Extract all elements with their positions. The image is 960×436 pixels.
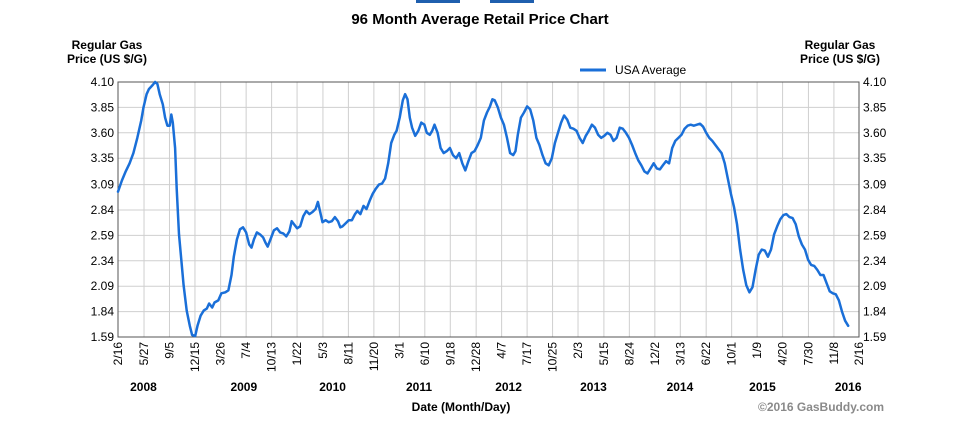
- year-label: 2012: [495, 380, 522, 394]
- x-tick-label: 5/27: [137, 342, 151, 366]
- x-tick-label: 8/11: [341, 342, 355, 365]
- y-tick-label-left: 1.59: [91, 330, 115, 344]
- year-label: 2014: [667, 380, 694, 394]
- x-axis-title: Date (Month/Day): [412, 400, 511, 414]
- y-tick-label-left: 2.34: [91, 254, 115, 268]
- y-tick-label-left: 3.85: [91, 100, 115, 114]
- x-tick-label: 8/24: [622, 342, 636, 366]
- x-tick-label: 2/16: [111, 342, 125, 366]
- x-tick-label: 4/7: [495, 342, 509, 359]
- x-tick-label: 2/16: [852, 342, 866, 366]
- x-tick-label: 5/3: [316, 342, 330, 359]
- x-tick-label: 4/20: [776, 342, 790, 366]
- y-tick-label-right: 4.10: [863, 75, 887, 89]
- y-tick-label-right: 3.09: [863, 178, 887, 192]
- tab-marker-right[interactable]: [490, 0, 534, 3]
- x-tick-label: 2/3: [571, 342, 585, 359]
- x-tick-label: 1/9: [750, 342, 764, 359]
- y-tick-label-left: 2.59: [91, 228, 115, 242]
- x-tick-label: 6/22: [699, 342, 713, 366]
- x-ticks: 2/16 5/27 9/5 12/15 3/26 7/4 10/13 1/22 5/3 8/11 1…: [111, 342, 866, 372]
- y-tick-label-left: 3.35: [91, 151, 115, 165]
- year-label: 2009: [230, 380, 257, 394]
- y-tick-label-left: 4.10: [91, 75, 115, 89]
- plot-frame: [117, 81, 860, 338]
- y-tick-label-right: 1.84: [863, 305, 887, 319]
- x-tick-label: 11/20: [367, 342, 381, 371]
- year-label: 2013: [580, 380, 607, 394]
- y-tick-label-right: 1.59: [863, 330, 887, 344]
- y-axis-title-right: Regular Gas Price (US $/G): [785, 38, 895, 66]
- copyright-notice[interactable]: ©2016 GasBuddy.com: [758, 400, 884, 414]
- x-tick-label: 7/30: [801, 342, 815, 366]
- y-tick-label-right: 2.34: [863, 254, 887, 268]
- x-tick-label: 3/1: [392, 342, 406, 359]
- y-axis-title-left: Regular Gas Price (US $/G): [52, 38, 162, 66]
- y-tick-label-right: 2.84: [863, 203, 887, 217]
- x-tick-label: 10/1: [725, 342, 739, 366]
- year-label: 2010: [319, 380, 346, 394]
- x-tick-label: 7/17: [520, 342, 534, 366]
- x-tick-label: 7/4: [239, 342, 253, 359]
- year-label: 2011: [406, 380, 432, 394]
- grid: [117, 81, 860, 338]
- x-tick-label: 10/13: [265, 342, 279, 372]
- tab-marker-left[interactable]: [416, 0, 460, 3]
- y-axis-title-left-line2: Price (US $/G): [66, 52, 148, 66]
- year-label: 2008: [130, 380, 157, 394]
- y-tick-label-left: 1.84: [91, 305, 115, 319]
- plot-area: [118, 82, 859, 337]
- x-tick-label: 10/25: [546, 342, 560, 372]
- legend-label: USA Average: [615, 63, 686, 77]
- x-tick-label: 9/18: [443, 342, 457, 366]
- x-tick-label: 12/28: [469, 342, 483, 372]
- year-label: 2016: [835, 380, 862, 394]
- y-tick-label-left: 3.60: [91, 126, 115, 140]
- y-tick-label-left: 2.84: [91, 203, 115, 217]
- y-tick-label-right: 3.85: [863, 100, 887, 114]
- x-tick-label: 6/10: [418, 342, 432, 366]
- x-tick-label: 12/2: [648, 342, 662, 366]
- y-tick-label-right: 2.59: [863, 228, 887, 242]
- year-labels: 2008 2009 2010 2011 2012 2013 2014 2015 2016: [130, 380, 862, 394]
- year-label: 2015: [749, 380, 776, 394]
- y-axis-title-left-line1: Regular Gas: [71, 38, 143, 52]
- legend: USA Average: [580, 63, 686, 77]
- chart-title: 96 Month Average Retail Price Chart: [351, 11, 609, 28]
- x-tick-label: 11/8: [827, 342, 841, 365]
- x-tick-label: 12/15: [188, 342, 202, 372]
- y-ticks: 1.59 1.59 1.84 1.84 2.09 2.09 2.34 2.34 2.59 2.59…: [91, 75, 887, 344]
- y-axis-title-right-line1: Regular Gas: [804, 38, 876, 52]
- y-tick-label-right: 2.09: [863, 279, 887, 293]
- x-tick-label: 5/15: [597, 342, 611, 366]
- y-axis-title-right-line2: Price (US $/G): [799, 52, 881, 66]
- x-tick-label: 1/22: [290, 342, 304, 366]
- y-tick-label-left: 3.09: [91, 178, 115, 192]
- x-tick-label: 3/13: [673, 342, 687, 366]
- y-tick-label-right: 3.60: [863, 126, 887, 140]
- y-tick-label-right: 3.35: [863, 151, 887, 165]
- x-tick-label: 3/26: [214, 342, 228, 366]
- x-tick-label: 9/5: [162, 342, 176, 359]
- series-line-usa-average: [116, 80, 850, 338]
- y-tick-label-left: 2.09: [91, 279, 115, 293]
